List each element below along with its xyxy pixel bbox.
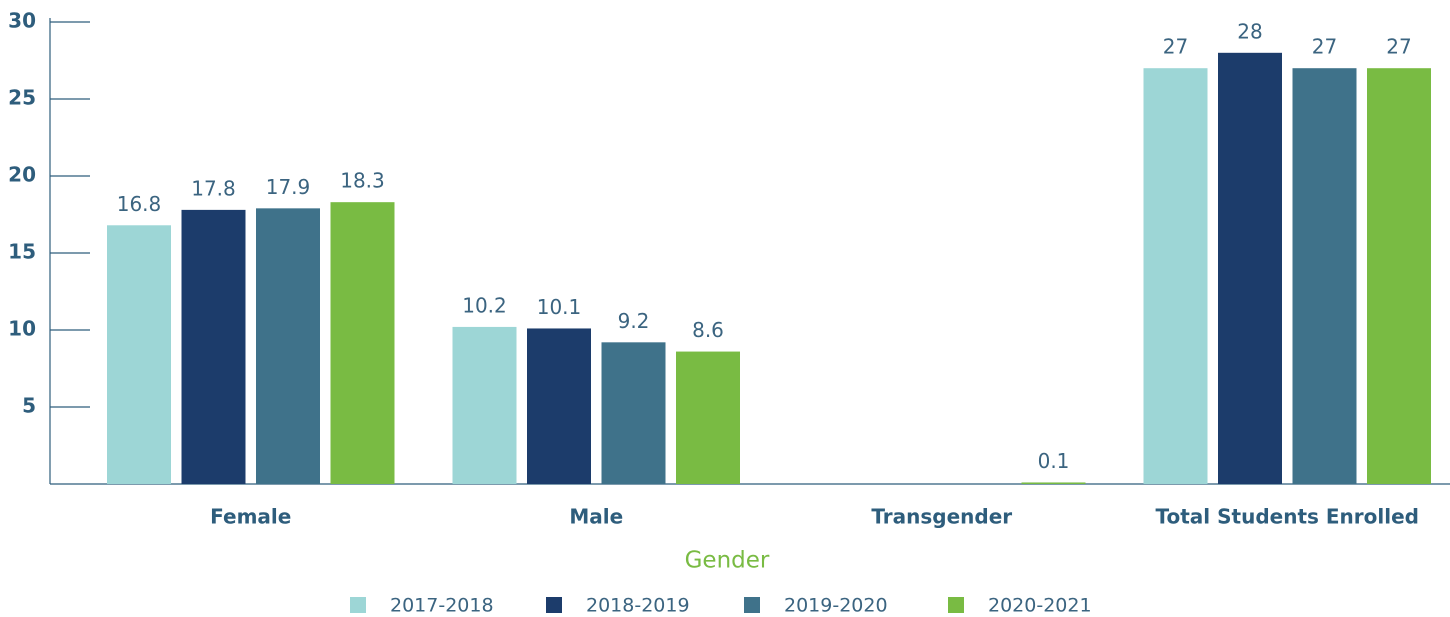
x-axis-title: Gender <box>685 548 770 574</box>
value-label: 8.6 <box>692 318 724 342</box>
x-tick-label: Transgender <box>871 505 1012 529</box>
value-label: 10.2 <box>462 293 507 317</box>
bar <box>1367 68 1431 484</box>
value-label: 17.8 <box>191 176 236 200</box>
value-label: 16.8 <box>117 192 162 216</box>
y-tick-label: 30 <box>8 9 36 33</box>
y-tick-label: 25 <box>8 86 36 110</box>
y-tick-label: 15 <box>8 240 36 264</box>
value-label: 18.3 <box>340 169 385 193</box>
x-tick-label: Female <box>210 505 291 529</box>
bar <box>601 342 666 484</box>
y-tick-label: 10 <box>8 317 36 341</box>
bar <box>1143 68 1208 484</box>
legend-label: 2017-2018 <box>390 595 494 617</box>
y-tick-label: 5 <box>22 394 36 418</box>
bar <box>1021 482 1086 484</box>
bar <box>256 208 320 484</box>
legend-label: 2020-2021 <box>988 595 1092 617</box>
value-label: 0.1 <box>1038 449 1070 473</box>
value-label: 27 <box>1386 35 1411 59</box>
bar <box>330 202 395 484</box>
legend-swatch <box>948 597 964 613</box>
legend-swatch <box>546 597 562 613</box>
bar <box>1292 68 1357 484</box>
value-label: 10.1 <box>537 295 582 319</box>
value-label: 27 <box>1163 35 1188 59</box>
bar <box>107 225 171 484</box>
value-label: 28 <box>1237 19 1262 43</box>
bar <box>181 209 246 484</box>
legend-swatch <box>350 597 366 613</box>
bar <box>676 351 740 484</box>
value-label: 9.2 <box>618 309 650 333</box>
legend-label: 2018-2019 <box>586 595 690 617</box>
value-label: 27 <box>1312 35 1337 59</box>
bar <box>452 326 517 484</box>
legend-swatch <box>744 597 760 613</box>
bar <box>1218 52 1282 485</box>
legend-label: 2019-2020 <box>784 595 888 617</box>
bar <box>527 328 591 484</box>
value-label: 17.9 <box>266 175 311 199</box>
x-tick-label: Total Students Enrolled <box>1156 505 1419 529</box>
x-tick-label: Male <box>569 505 623 529</box>
y-tick-label: 20 <box>8 163 36 187</box>
